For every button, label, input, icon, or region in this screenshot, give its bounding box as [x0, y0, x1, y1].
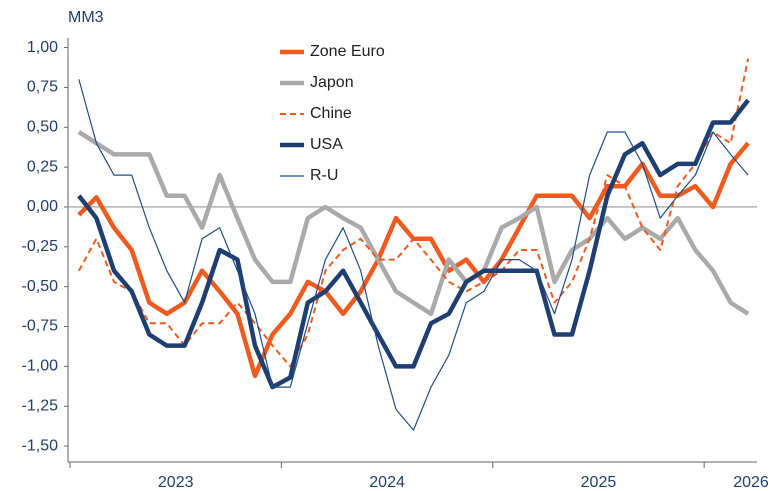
x-tick-label: 2023 [158, 474, 194, 491]
series-line [77, 141, 750, 379]
y-tick-label: -1,25 [22, 397, 59, 414]
y-tick-label: 1,00 [27, 39, 58, 56]
y-tick-label: 0,75 [27, 79, 58, 96]
x-tick-label: 2024 [369, 474, 405, 491]
legend-label: USA [310, 136, 343, 153]
series-line [78, 79, 749, 431]
x-tick-label: 2026 [733, 474, 769, 491]
y-unit: MM3 [68, 9, 104, 26]
y-tick-label: -0,25 [22, 238, 59, 255]
y-tick-label: 0,00 [27, 198, 58, 215]
y-tick-label: -0,50 [22, 278, 59, 295]
x-tick-label: 2025 [581, 474, 617, 491]
legend-label: Chine [310, 105, 352, 122]
y-tick-label: 0,50 [27, 118, 58, 135]
y-tick-label: -0,75 [22, 318, 59, 335]
legend-label: Japon [310, 74, 354, 91]
y-tick-label: -1,00 [22, 358, 59, 375]
series-line [77, 98, 750, 390]
series-line [78, 58, 750, 368]
legend-label: Zone Euro [310, 43, 385, 60]
legend-label: R-U [310, 167, 338, 184]
series-line [77, 130, 750, 317]
y-tick-label: -1,50 [22, 437, 59, 454]
y-tick-label: 0,25 [27, 158, 58, 175]
